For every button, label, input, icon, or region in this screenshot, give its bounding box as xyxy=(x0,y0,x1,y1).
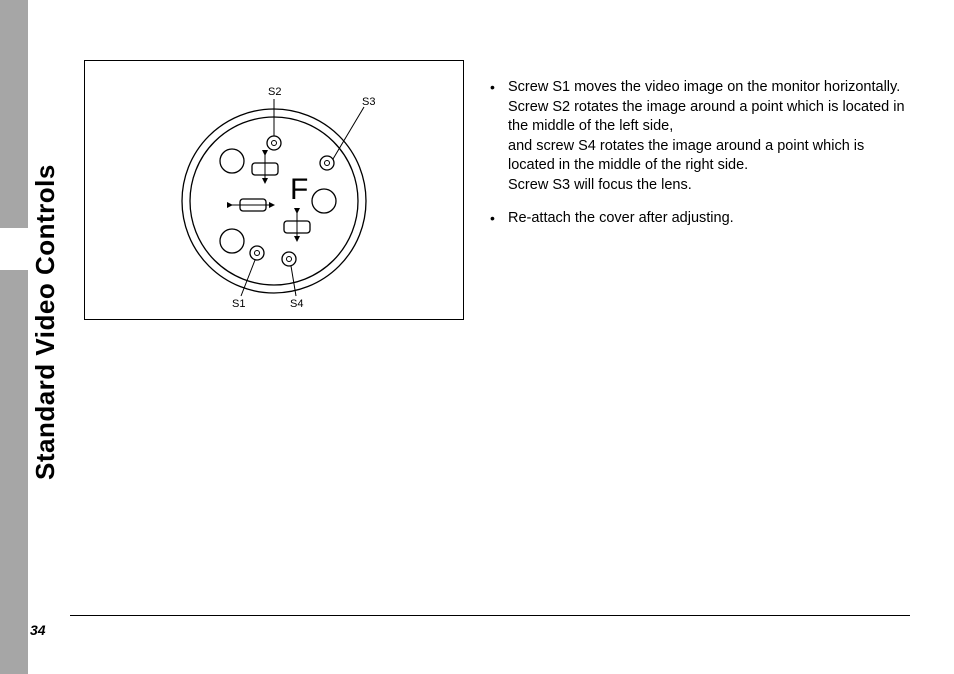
screw-s3 xyxy=(320,156,334,170)
bullet1-l4: Screw S3 will focus the lens. xyxy=(508,177,692,193)
bullet1-l3: and screw S4 rotates the image around a … xyxy=(508,138,864,174)
bottom-rule xyxy=(70,615,910,616)
screw-s1 xyxy=(250,246,264,260)
side-title-container: Standard Video Controls xyxy=(0,0,40,674)
side-title: Standard Video Controls xyxy=(30,164,61,480)
screw-s4 xyxy=(282,252,296,266)
label-s3: S3 xyxy=(362,96,375,108)
screw-s2 xyxy=(267,136,281,150)
lens-diagram: F S2 S3 S1 S4 xyxy=(124,71,424,311)
body-text: Screw S1 moves the video image on the mo… xyxy=(490,78,915,243)
bullet1-l2: Screw S2 rotates the image around a poin… xyxy=(508,99,905,135)
bullet1-l1: Screw S1 moves the video image on the mo… xyxy=(508,79,900,95)
bullet-2: Re-attach the cover after adjusting. xyxy=(490,209,915,229)
diagram-letter-f: F xyxy=(290,173,308,206)
diagram-box: F S2 S3 S1 S4 xyxy=(84,60,464,320)
label-s2: S2 xyxy=(268,86,281,98)
bullet-1: Screw S1 moves the video image on the mo… xyxy=(490,78,915,195)
label-s1: S1 xyxy=(232,298,245,310)
label-s4: S4 xyxy=(290,298,303,310)
page-number: 34 xyxy=(30,622,46,638)
